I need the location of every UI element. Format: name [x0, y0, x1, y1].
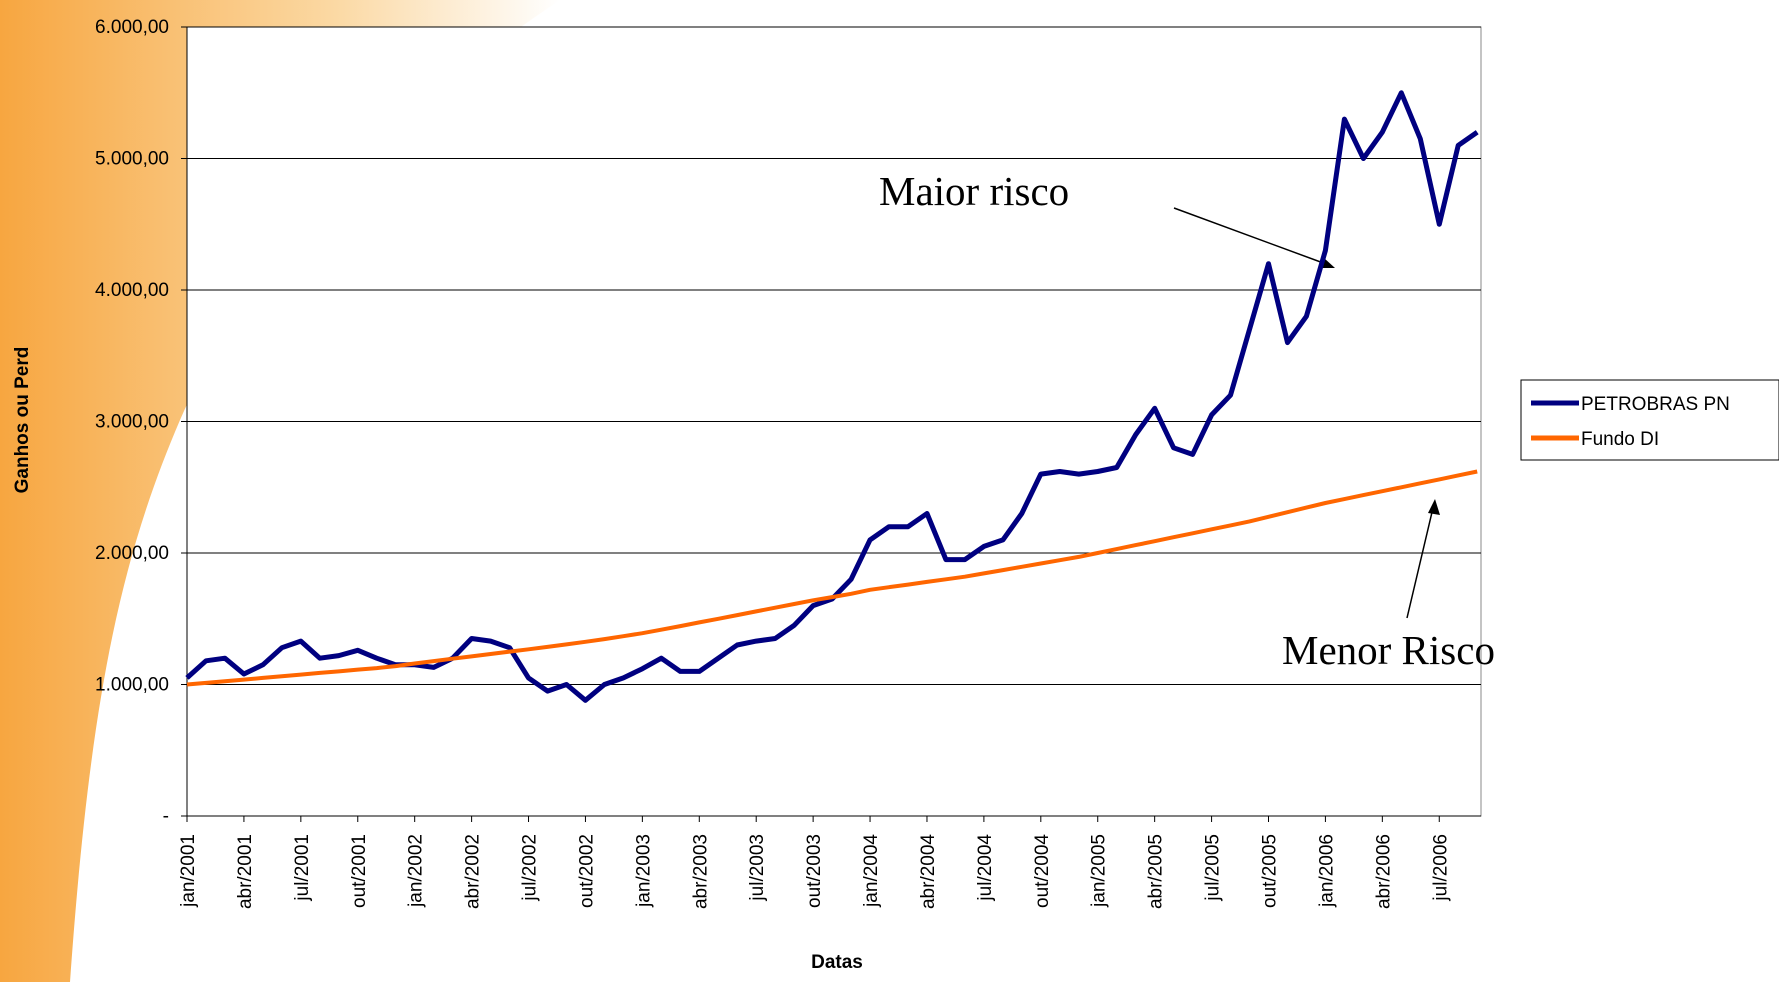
x-tick-label: jul/2001 [292, 834, 313, 902]
chart: Ganhos ou Perd Datas Maior risco Menor R… [0, 0, 1779, 982]
x-tick-label: jan/2005 [1089, 834, 1110, 908]
x-axis-title: Datas [811, 952, 863, 973]
legend-label: Fundo DI [1581, 429, 1659, 450]
x-tick-label: abr/2003 [690, 834, 711, 909]
y-tick-label: 3.000,00 [95, 412, 169, 433]
x-tick-label: out/2002 [576, 834, 597, 908]
x-tick-label: abr/2004 [918, 834, 939, 909]
annotation: Menor Risco [1282, 627, 1495, 673]
x-tick-label: out/2004 [1032, 834, 1053, 908]
y-tick-label: 2.000,00 [95, 543, 169, 564]
legend-label: PETROBRAS PN [1581, 394, 1730, 415]
x-tick-label: jul/2003 [747, 834, 768, 902]
x-tick-label: abr/2005 [1146, 834, 1167, 909]
x-tick-label: out/2003 [804, 834, 825, 908]
y-axis-title: Ganhos ou Perd [12, 347, 33, 494]
y-tick-label: 5.000,00 [95, 149, 169, 170]
x-tick-label: out/2001 [349, 834, 370, 908]
x-tick-label: jan/2004 [861, 834, 882, 908]
x-tick-label: jan/2001 [178, 834, 199, 908]
x-tick-label: abr/2006 [1373, 834, 1394, 909]
x-tick-label: jul/2004 [975, 834, 996, 902]
x-tick-label: jul/2002 [520, 834, 541, 902]
x-tick-label: abr/2001 [235, 834, 256, 909]
x-tick-label: jul/2006 [1430, 834, 1451, 902]
y-tick-label: 1.000,00 [95, 675, 169, 696]
annotation: Maior risco [879, 168, 1069, 214]
x-tick-label: jul/2005 [1203, 834, 1224, 902]
x-tick-label: jan/2002 [406, 834, 427, 908]
x-tick-label: jan/2006 [1316, 834, 1337, 908]
y-tick-label: 4.000,00 [95, 280, 169, 301]
y-tick-label: - [163, 806, 169, 827]
x-tick-label: out/2005 [1259, 834, 1280, 908]
y-tick-label: 6.000,00 [95, 17, 169, 38]
x-tick-label: abr/2002 [463, 834, 484, 909]
x-tick-label: jan/2003 [633, 834, 654, 908]
